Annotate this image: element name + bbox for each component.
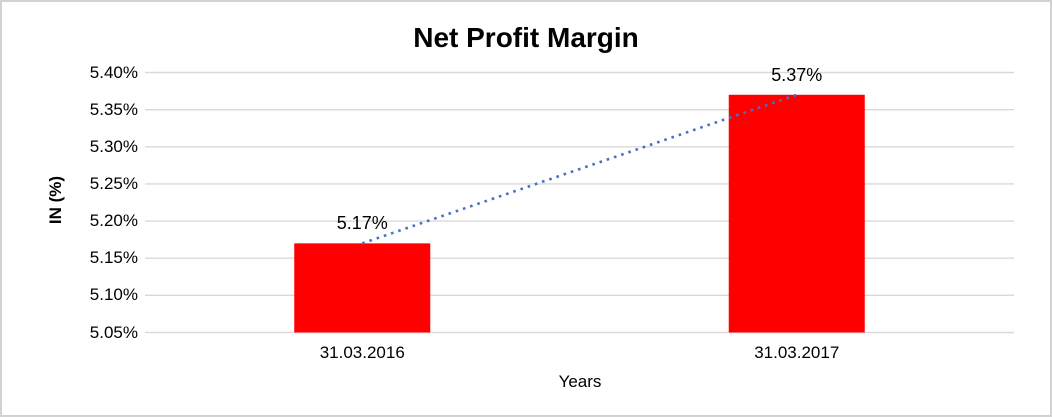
x-category-label: 31.03.2016 [319, 343, 405, 362]
y-tick-label: 5.05% [89, 322, 138, 342]
y-tick-label: 5.15% [89, 248, 138, 268]
x-axis-title: Years [558, 372, 602, 391]
trendline [361, 93, 798, 245]
y-axis-title: IN (%) [46, 175, 65, 225]
bar [728, 94, 865, 333]
y-tick-label: 5.40% [89, 62, 138, 82]
chart-title: Net Profit Margin [413, 22, 639, 53]
y-tick-label: 5.30% [89, 136, 138, 156]
y-tick-label: 5.25% [89, 173, 138, 193]
y-tick-label: 5.10% [89, 285, 138, 305]
y-tick-label: 5.20% [89, 211, 138, 231]
data-label: 5.37% [771, 64, 823, 85]
x-category-label: 31.03.2017 [754, 343, 840, 362]
y-tick-label: 5.35% [89, 99, 138, 119]
bar [294, 243, 431, 333]
data-label: 5.17% [336, 213, 388, 234]
